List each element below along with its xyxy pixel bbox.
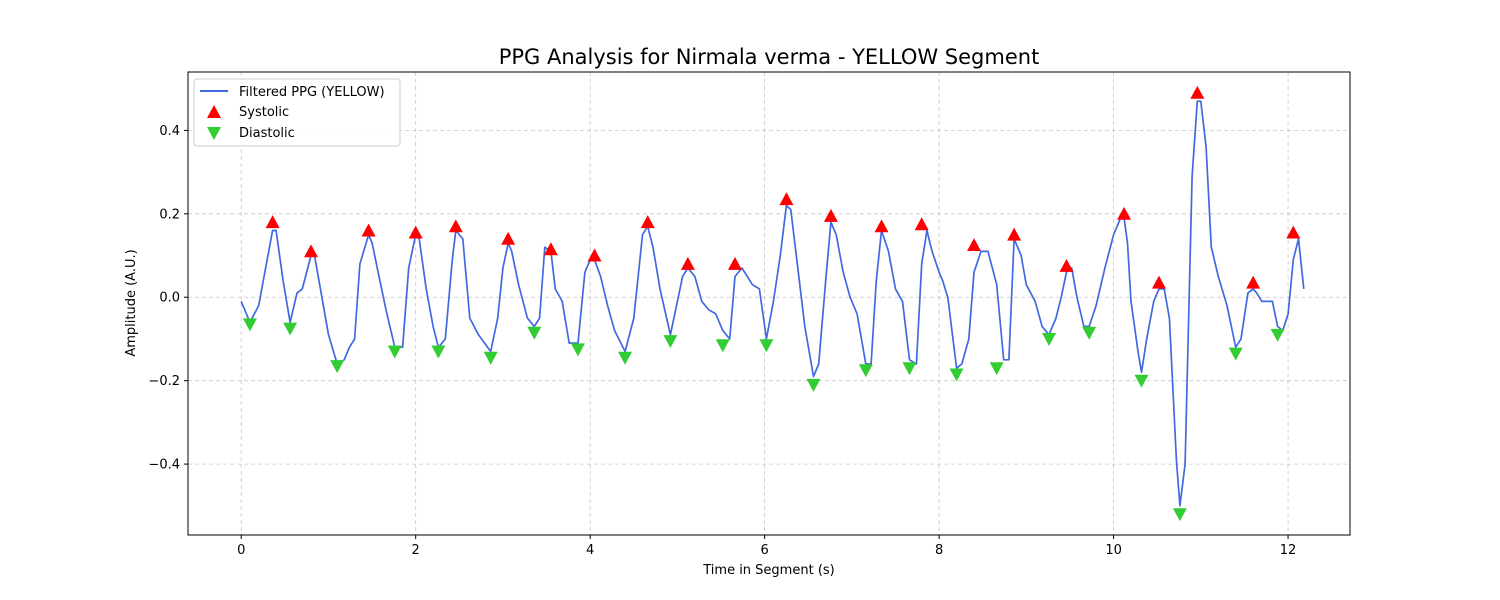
y-tick-label: −0.4 bbox=[148, 458, 180, 473]
diastolic-marker bbox=[1228, 347, 1243, 361]
x-tick-label: 12 bbox=[1280, 543, 1297, 558]
chart-title: PPG Analysis for Nirmala verma - YELLOW … bbox=[499, 45, 1040, 69]
systolic-marker bbox=[914, 217, 929, 231]
diastolic-marker bbox=[1042, 333, 1057, 346]
legend-label-filtered: Filtered PPG (YELLOW) bbox=[239, 85, 385, 100]
plot-series bbox=[240, 85, 1305, 522]
x-tick-label: 0 bbox=[237, 543, 245, 558]
legend: Filtered PPG (YELLOW) Systolic Diastolic bbox=[193, 78, 401, 147]
diastolic-marker bbox=[330, 360, 345, 374]
systolic-marker bbox=[967, 238, 982, 252]
systolic-marker bbox=[727, 256, 742, 270]
y-tick-label: −0.2 bbox=[148, 374, 180, 389]
legend-label-systolic: Systolic bbox=[239, 105, 289, 120]
diastolic-marker bbox=[483, 351, 498, 365]
plot-frame bbox=[187, 71, 1351, 536]
diastolic-marker bbox=[570, 343, 585, 357]
diastolic-marker bbox=[242, 318, 257, 332]
diastolic-marker bbox=[949, 368, 964, 382]
diastolic-marker bbox=[618, 351, 633, 365]
systolic-marker bbox=[1151, 275, 1166, 289]
systolic-marker bbox=[1246, 275, 1261, 289]
x-tick-label: 6 bbox=[760, 543, 768, 558]
systolic-marker bbox=[361, 223, 376, 237]
legend-box bbox=[193, 78, 401, 147]
y-tick-label: 0.4 bbox=[159, 124, 180, 139]
diastolic-marker bbox=[858, 364, 873, 378]
diastolic-marker bbox=[902, 362, 917, 376]
diastolic-marker bbox=[806, 378, 821, 392]
x-tick-label: 8 bbox=[935, 543, 943, 558]
x-tick-label: 2 bbox=[412, 543, 420, 558]
diastolic-marker bbox=[1082, 326, 1097, 340]
diastolic-marker bbox=[989, 362, 1004, 376]
systolic-marker bbox=[1190, 85, 1205, 99]
diastolic-marker bbox=[431, 345, 446, 359]
systolic-marker bbox=[640, 215, 655, 229]
systolic-marker bbox=[1059, 258, 1074, 272]
legend-systolic-marker-icon bbox=[207, 105, 221, 118]
diastolic-marker bbox=[1270, 328, 1285, 342]
y-tick-label: 0.2 bbox=[159, 207, 180, 222]
diastolic-marker bbox=[387, 345, 402, 359]
y-axis-label: Amplitude (A.U.) bbox=[124, 249, 139, 356]
systolic-marker bbox=[501, 231, 516, 245]
diastolic-marker bbox=[759, 339, 774, 353]
diastolic-marker bbox=[663, 335, 678, 349]
systolic-marker bbox=[1286, 225, 1301, 239]
axis-ticks: 0 2 4 6 8 10 12 −0.4 −0.2 0.0 0.2 0.4 bbox=[148, 124, 1296, 558]
x-axis-label: Time in Segment (s) bbox=[702, 563, 834, 578]
diastolic-marker bbox=[1134, 374, 1149, 388]
systolic-marker bbox=[408, 225, 423, 239]
diastolic-marker bbox=[527, 326, 542, 340]
systolic-marker bbox=[265, 215, 280, 229]
systolic-marker bbox=[304, 244, 319, 258]
systolic-marker bbox=[543, 242, 558, 256]
diastolic-marker bbox=[283, 322, 298, 336]
systolic-marker bbox=[779, 192, 794, 206]
diastolic-marker bbox=[1172, 508, 1187, 522]
ppg-signal-line bbox=[240, 100, 1305, 507]
systolic-marker bbox=[1117, 206, 1132, 220]
legend-label-diastolic: Diastolic bbox=[239, 126, 295, 141]
y-tick-label: 0.0 bbox=[159, 291, 180, 306]
systolic-marker bbox=[680, 256, 695, 270]
x-tick-label: 4 bbox=[586, 543, 594, 558]
systolic-marker bbox=[1007, 227, 1022, 241]
x-tick-label: 10 bbox=[1105, 543, 1122, 558]
systolic-marker bbox=[587, 248, 602, 262]
systolic-marker bbox=[874, 219, 889, 233]
systolic-marker bbox=[448, 219, 463, 233]
systolic-marker bbox=[823, 208, 838, 222]
legend-diastolic-marker-icon bbox=[207, 127, 221, 140]
diastolic-marker bbox=[715, 339, 730, 353]
